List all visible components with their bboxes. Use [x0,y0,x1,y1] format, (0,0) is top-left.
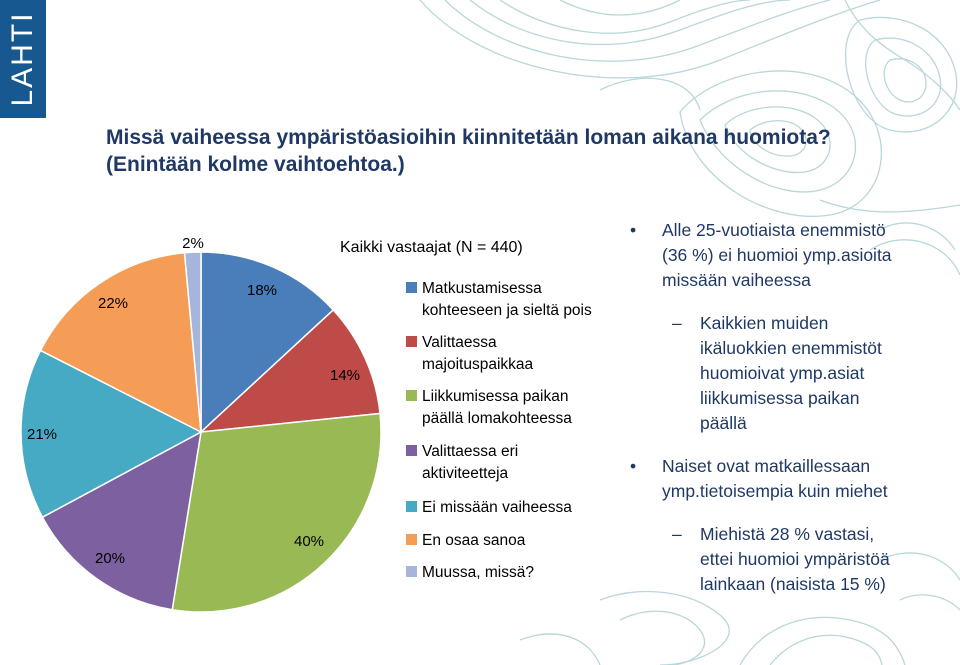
bullet-line: liikkumisessa paikan [700,388,860,408]
slice-label-0: 18% [247,282,277,299]
slice-label-4: 21% [27,426,57,443]
bullet-list: • Alle 25-vuotiaista enemmistö (36 %) ei… [628,218,948,615]
page-title: Missä vaiheessa ympäristöasioihin kiinni… [106,124,831,178]
pie-slice-6 [183,251,202,433]
legend-swatch-4 [406,501,417,512]
legend-swatch-1 [406,336,417,347]
bullet-line: lainkaan (naisista 15 %) [700,574,886,594]
legend: Matkustamisessa kohteeseen ja sieltä pois… [406,280,592,581]
legend-label-6: Muussa, missä? [422,564,534,581]
legend-label-1: majoituspaikkaa [422,356,534,373]
legend-label-4: Ei missään vaiheessa [422,499,572,516]
pie-slice-5 [39,251,202,434]
legend-label-2: päällä lomakohteessa [422,410,572,427]
legend-swatch-0 [406,282,417,293]
bullet-mark: • [630,456,637,476]
dash-mark: – [672,524,682,544]
slice-label-6: 2% [182,235,204,252]
bullet-line: Alle 25-vuotiaista enemmistö [662,220,886,240]
bullet-mark: • [630,220,637,240]
legend-label-3: Valittaessa eri [422,443,518,460]
slice-label-5: 22% [98,295,128,312]
legend-label-1: Valittaessa [422,334,497,351]
bullet-women: • Naiset ovat matkaillessaan ymp.tietois… [628,454,948,504]
legend-label-0: Matkustamisessa [422,280,542,297]
subbullet-other-ages: – Kaikkien muiden ikäluokkien enemmistöt… [628,311,948,436]
bullet-line: missään vaiheessa [662,270,811,290]
bullet-line: ettei huomioi ympäristöä [700,549,890,569]
legend-swatch-6 [406,566,417,577]
subbullet-men: – Miehistä 28 % vastasi, ettei huomioi y… [628,522,948,597]
bullet-line: ymp.tietoisempia kuin miehet [662,481,888,501]
chart-title: Kaikki vastaajat (N = 440) [340,239,523,256]
slice-label-3: 20% [95,550,125,567]
bullet-line: huomioivat ymp.asiat [700,363,865,383]
pie-slice-1 [198,308,381,433]
slice-label-2: 40% [294,533,324,550]
legend-label-3: aktiviteetteja [422,465,509,482]
pie-slices [20,251,382,613]
legend-label-0: kohteeseen ja sieltä pois [422,302,592,319]
title-line-2: (Enintään kolme vaihtoehtoa.) [106,153,405,176]
bullet-line: Miehistä 28 % vastasi, [700,524,875,544]
legend-label-5: En osaa sanoa [422,532,526,549]
pie-slice-0 [200,251,335,434]
title-line-1: Missä vaiheessa ympäristöasioihin kiinni… [106,126,831,149]
slice-label-1: 14% [330,367,360,384]
legend-swatch-3 [406,445,417,456]
bullet-line: Kaikkien muiden [700,313,829,333]
bullet-line: päällä [700,413,747,433]
bullet-line: ikäluokkien enemmistöt [700,338,882,358]
bullet-under-25: • Alle 25-vuotiaista enemmistö (36 %) ei… [628,218,948,293]
dash-mark: – [672,313,682,333]
legend-swatch-5 [406,534,417,545]
pie-slice-4 [20,349,203,519]
pie-slice-2 [171,412,382,613]
legend-label-2: Liikkumisessa paikan [422,388,568,405]
bullet-line: Naiset ovat matkaillessaan [662,456,871,476]
lahti-logo: LAHTI [0,0,46,118]
slice-labels: 18% 14% 40% 20% 21% 22% 2% [27,235,360,567]
bullet-line: (36 %) ei huomioi ymp.asioita [662,245,892,265]
pie-slice-3 [41,430,202,611]
legend-swatch-2 [406,390,417,401]
